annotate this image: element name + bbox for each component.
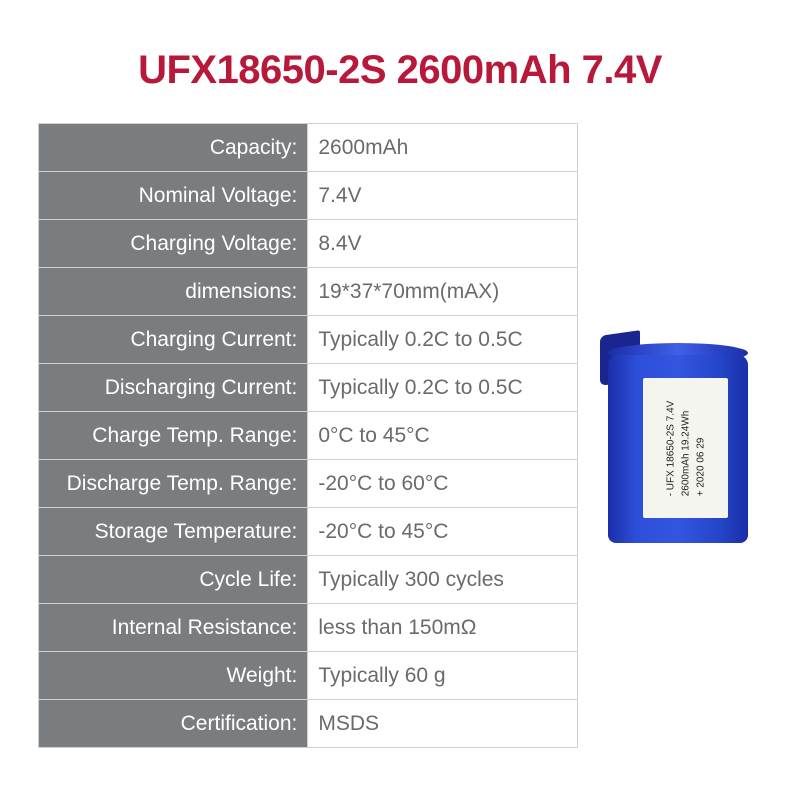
spec-row: dimensions:19*37*70mm(mAX) xyxy=(39,268,578,316)
spec-value: Typically 300 cycles xyxy=(308,556,578,604)
spec-label: Certification: xyxy=(39,700,308,748)
battery-label-sticker: - UFX 18650-2S 7.4V 2600mAh 19.24Wh + 20… xyxy=(643,378,728,518)
spec-row: Capacity:2600mAh xyxy=(39,124,578,172)
spec-value: 19*37*70mm(mAX) xyxy=(308,268,578,316)
spec-value: Typically 0.2C to 0.5C xyxy=(308,316,578,364)
battery-label-text: - UFX 18650-2S 7.4V 2600mAh 19.24Wh + 20… xyxy=(663,400,708,496)
battery-illustration: - UFX 18650-2S 7.4V 2600mAh 19.24Wh + 20… xyxy=(608,333,748,543)
product-image-area: - UFX 18650-2S 7.4V 2600mAh 19.24Wh + 20… xyxy=(578,123,800,743)
spec-row: Charging Current:Typically 0.2C to 0.5C xyxy=(39,316,578,364)
title-text: UFX18650-2S 2600mAh 7.4V xyxy=(138,48,662,92)
spec-value: 2600mAh xyxy=(308,124,578,172)
spec-value: less than 150mΩ xyxy=(308,604,578,652)
spec-row: Charge Temp. Range:0°C to 45°C xyxy=(39,412,578,460)
spec-row: Storage Temperature:-20°C to 45°C xyxy=(39,508,578,556)
spec-label: Storage Temperature: xyxy=(39,508,308,556)
battery-label-line3: + 2020 06 29 xyxy=(695,437,706,496)
spec-label: Charge Temp. Range: xyxy=(39,412,308,460)
spec-row: Nominal Voltage:7.4V xyxy=(39,172,578,220)
spec-row: Discharge Temp. Range:-20°C to 60°C xyxy=(39,460,578,508)
spec-table: Capacity:2600mAhNominal Voltage:7.4VChar… xyxy=(38,123,578,748)
spec-label: Charging Voltage: xyxy=(39,220,308,268)
spec-value: -20°C to 60°C xyxy=(308,460,578,508)
page-title: UFX18650-2S 2600mAh 7.4V xyxy=(0,0,800,123)
spec-row: Cycle Life:Typically 300 cycles xyxy=(39,556,578,604)
battery-label-line2: 2600mAh 19.24Wh xyxy=(680,410,691,496)
spec-value: MSDS xyxy=(308,700,578,748)
spec-label: Capacity: xyxy=(39,124,308,172)
spec-label: Nominal Voltage: xyxy=(39,172,308,220)
spec-row: Weight:Typically 60 g xyxy=(39,652,578,700)
spec-row: Certification:MSDS xyxy=(39,700,578,748)
spec-label: Cycle Life: xyxy=(39,556,308,604)
spec-value: 7.4V xyxy=(308,172,578,220)
spec-value: Typically 60 g xyxy=(308,652,578,700)
spec-label: Discharge Temp. Range: xyxy=(39,460,308,508)
spec-value: Typically 0.2C to 0.5C xyxy=(308,364,578,412)
content-area: Capacity:2600mAhNominal Voltage:7.4VChar… xyxy=(0,123,800,748)
spec-label: dimensions: xyxy=(39,268,308,316)
battery-label-line1: - UFX 18650-2S 7.4V xyxy=(665,400,676,496)
spec-row: Internal Resistance:less than 150mΩ xyxy=(39,604,578,652)
spec-value: 0°C to 45°C xyxy=(308,412,578,460)
spec-row: Discharging Current:Typically 0.2C to 0.… xyxy=(39,364,578,412)
spec-label: Discharging Current: xyxy=(39,364,308,412)
spec-label: Weight: xyxy=(39,652,308,700)
spec-label: Internal Resistance: xyxy=(39,604,308,652)
spec-row: Charging Voltage:8.4V xyxy=(39,220,578,268)
spec-value: -20°C to 45°C xyxy=(308,508,578,556)
spec-value: 8.4V xyxy=(308,220,578,268)
spec-label: Charging Current: xyxy=(39,316,308,364)
